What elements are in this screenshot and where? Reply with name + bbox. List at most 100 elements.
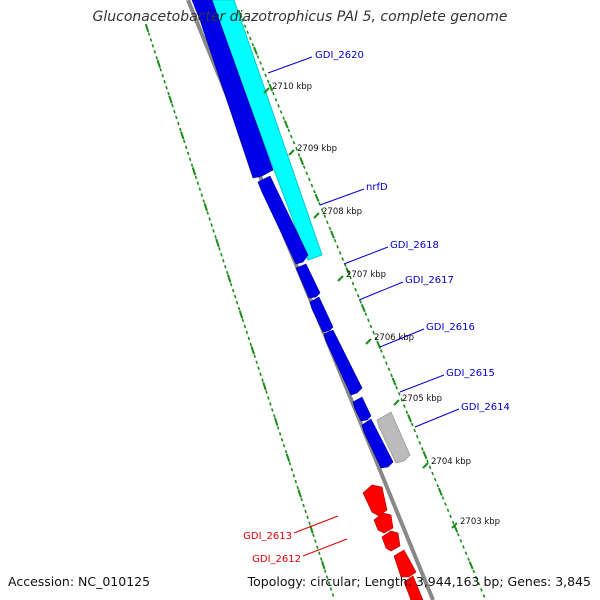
outer-dot-line-dot <box>369 324 373 329</box>
outer-dot-line-dot <box>459 539 463 543</box>
inner-dot-line-dot <box>271 408 274 412</box>
gene-arrow-gdi-2612[interactable] <box>373 512 394 534</box>
accession-label: Accession: NC_010125 <box>8 574 151 589</box>
gene-arrow-gdi-2617[interactable] <box>309 296 334 333</box>
inner-dot-line-dot <box>175 115 178 120</box>
outer-dot-line-dot <box>395 385 399 390</box>
inner-dot-line-dot <box>294 479 298 484</box>
gene-label[interactable]: GDI_2613 <box>243 531 292 542</box>
inner-dot-line-dot <box>282 444 286 448</box>
inner-dot-line-dot <box>261 378 264 382</box>
inner-dot-line-dot <box>214 235 217 239</box>
scale-tick-mark <box>337 275 344 282</box>
outer-dot-line-dot <box>456 532 460 537</box>
gene-labels: GDI_2620 nrfD GDI_2618 GDI_2617 GDI_2616 GDI_… <box>243 50 510 565</box>
gene-arrow-gdi-2614-forward[interactable] <box>361 418 394 469</box>
inner-dot-line-dot <box>161 73 164 78</box>
inner-dot-line-dot <box>285 453 291 462</box>
gene-arrow-gdi-2615[interactable] <box>352 396 372 422</box>
inner-dot-line-dot <box>314 539 317 544</box>
gene-label[interactable]: GDI_2616 <box>426 322 475 333</box>
outer-dot-line-dot <box>407 414 412 423</box>
outer-dot-line-dot <box>314 193 320 202</box>
inner-dot-line-dot <box>318 551 321 555</box>
inner-dot-line-dot <box>253 354 256 359</box>
outer-dot-line-dot <box>251 42 255 47</box>
gene-label[interactable]: GDI_2612 <box>252 554 301 565</box>
inner-dot-line-dot <box>206 211 209 215</box>
outer-dot-line-dot <box>477 581 481 586</box>
gene-arrow-gdi-2614[interactable] <box>376 411 411 464</box>
inner-dot-line-dot <box>235 300 239 305</box>
outer-dot-line-dot <box>415 434 419 439</box>
inner-dot-line-dot <box>184 145 188 150</box>
outer-dot-line-dot <box>403 404 406 408</box>
outer-dot-line-dot <box>446 508 450 513</box>
gene-label-leader <box>293 515 339 534</box>
scale-tick-mark <box>451 522 458 529</box>
outer-dot-line-dot <box>345 267 351 276</box>
gene-label[interactable]: GDI_2617 <box>405 275 454 286</box>
gene-arrow-gdi-2618[interactable] <box>295 263 321 299</box>
gene-arrow-gdi-2616[interactable] <box>323 329 363 396</box>
inner-dot-line-dot <box>300 497 303 502</box>
gene-arrow-gdi-2620[interactable] <box>191 0 274 179</box>
outer-dot-line-dot <box>295 146 298 151</box>
outer-dot-line-dot <box>382 355 386 359</box>
outer-dot-line-dot <box>272 91 275 96</box>
inner-dot-line-dot <box>179 127 182 132</box>
gene-label[interactable]: GDI_2615 <box>446 368 495 379</box>
scale-tick-mark <box>422 462 429 469</box>
gene-arrow-nrfd[interactable] <box>257 175 309 265</box>
outer-dot-line-dot <box>436 483 440 488</box>
genome-title: Gluconacetobacter diazotrophicus PAI 5, … <box>92 9 508 25</box>
outer-dot-line-dot <box>360 303 366 313</box>
inner-dot-line-dot <box>259 372 262 376</box>
gene-label[interactable]: nrfD <box>366 182 388 193</box>
outer-dot-line-dot <box>266 79 270 84</box>
inner-dot-line-dot <box>177 121 180 126</box>
inner-dot-line-dot <box>304 509 307 514</box>
inner-dot-line-dot <box>173 109 176 114</box>
inner-dot-line-dot <box>182 139 186 144</box>
inner-dot-line-dot <box>191 167 197 176</box>
inner-dot-line-dot <box>156 59 161 68</box>
outer-dot-line-dot <box>449 514 452 519</box>
inner-dot-line-dot <box>194 175 198 179</box>
outer-dot-line-dot <box>482 594 486 598</box>
inner-dot-line-dot <box>327 581 331 585</box>
gene-arrow-reverse-3[interactable] <box>381 530 401 552</box>
scale-tick-mark <box>313 212 320 219</box>
outer-dot-line-dot <box>341 257 345 261</box>
inner-dot-line-dot <box>202 199 206 203</box>
outer-dot-line-dot <box>302 165 306 169</box>
inner-dot-line-dot <box>249 342 253 347</box>
inner-dot-line-dot <box>229 282 233 287</box>
gene-arrow-gdi-2613[interactable] <box>362 484 388 517</box>
outer-dot-line-dot <box>374 336 378 341</box>
outer-dot-line-dot <box>444 502 447 506</box>
outer-dot-line-dot <box>472 569 476 574</box>
inner-dot-line-dot <box>167 91 170 96</box>
outer-dot-line-dot <box>252 46 258 55</box>
gene-arrow-reverse-4[interactable] <box>393 549 417 578</box>
outer-dot-line-dot <box>437 487 443 496</box>
outer-dot-line-dot <box>256 55 260 59</box>
forward-gene-track <box>191 0 394 469</box>
scale-ticks: 2710 kbp 2709 kbp 2708 kbp 2707 kbp 2706 kbp… <box>263 82 500 529</box>
inner-dot-line-dot <box>323 569 327 573</box>
outer-dot-line-dot <box>468 561 474 570</box>
outer-dot-line-dot <box>467 557 470 562</box>
gene-label[interactable]: GDI_2620 <box>315 50 364 61</box>
gene-arrow-reverse-5[interactable] <box>403 575 424 600</box>
inner-dot-line-dot <box>284 449 288 454</box>
outer-dot-line-dot <box>248 36 252 41</box>
inner-dot-line-dot <box>331 593 335 597</box>
outer-dot-line-dot <box>462 545 465 549</box>
gene-label[interactable]: GDI_2614 <box>461 402 510 413</box>
outer-dot-line-dot <box>264 73 268 78</box>
inner-dot-line-dot <box>231 288 235 293</box>
scale-tick-mark <box>263 87 270 94</box>
gene-label[interactable]: GDI_2618 <box>390 240 439 251</box>
outer-dot-line-dot <box>441 496 445 500</box>
